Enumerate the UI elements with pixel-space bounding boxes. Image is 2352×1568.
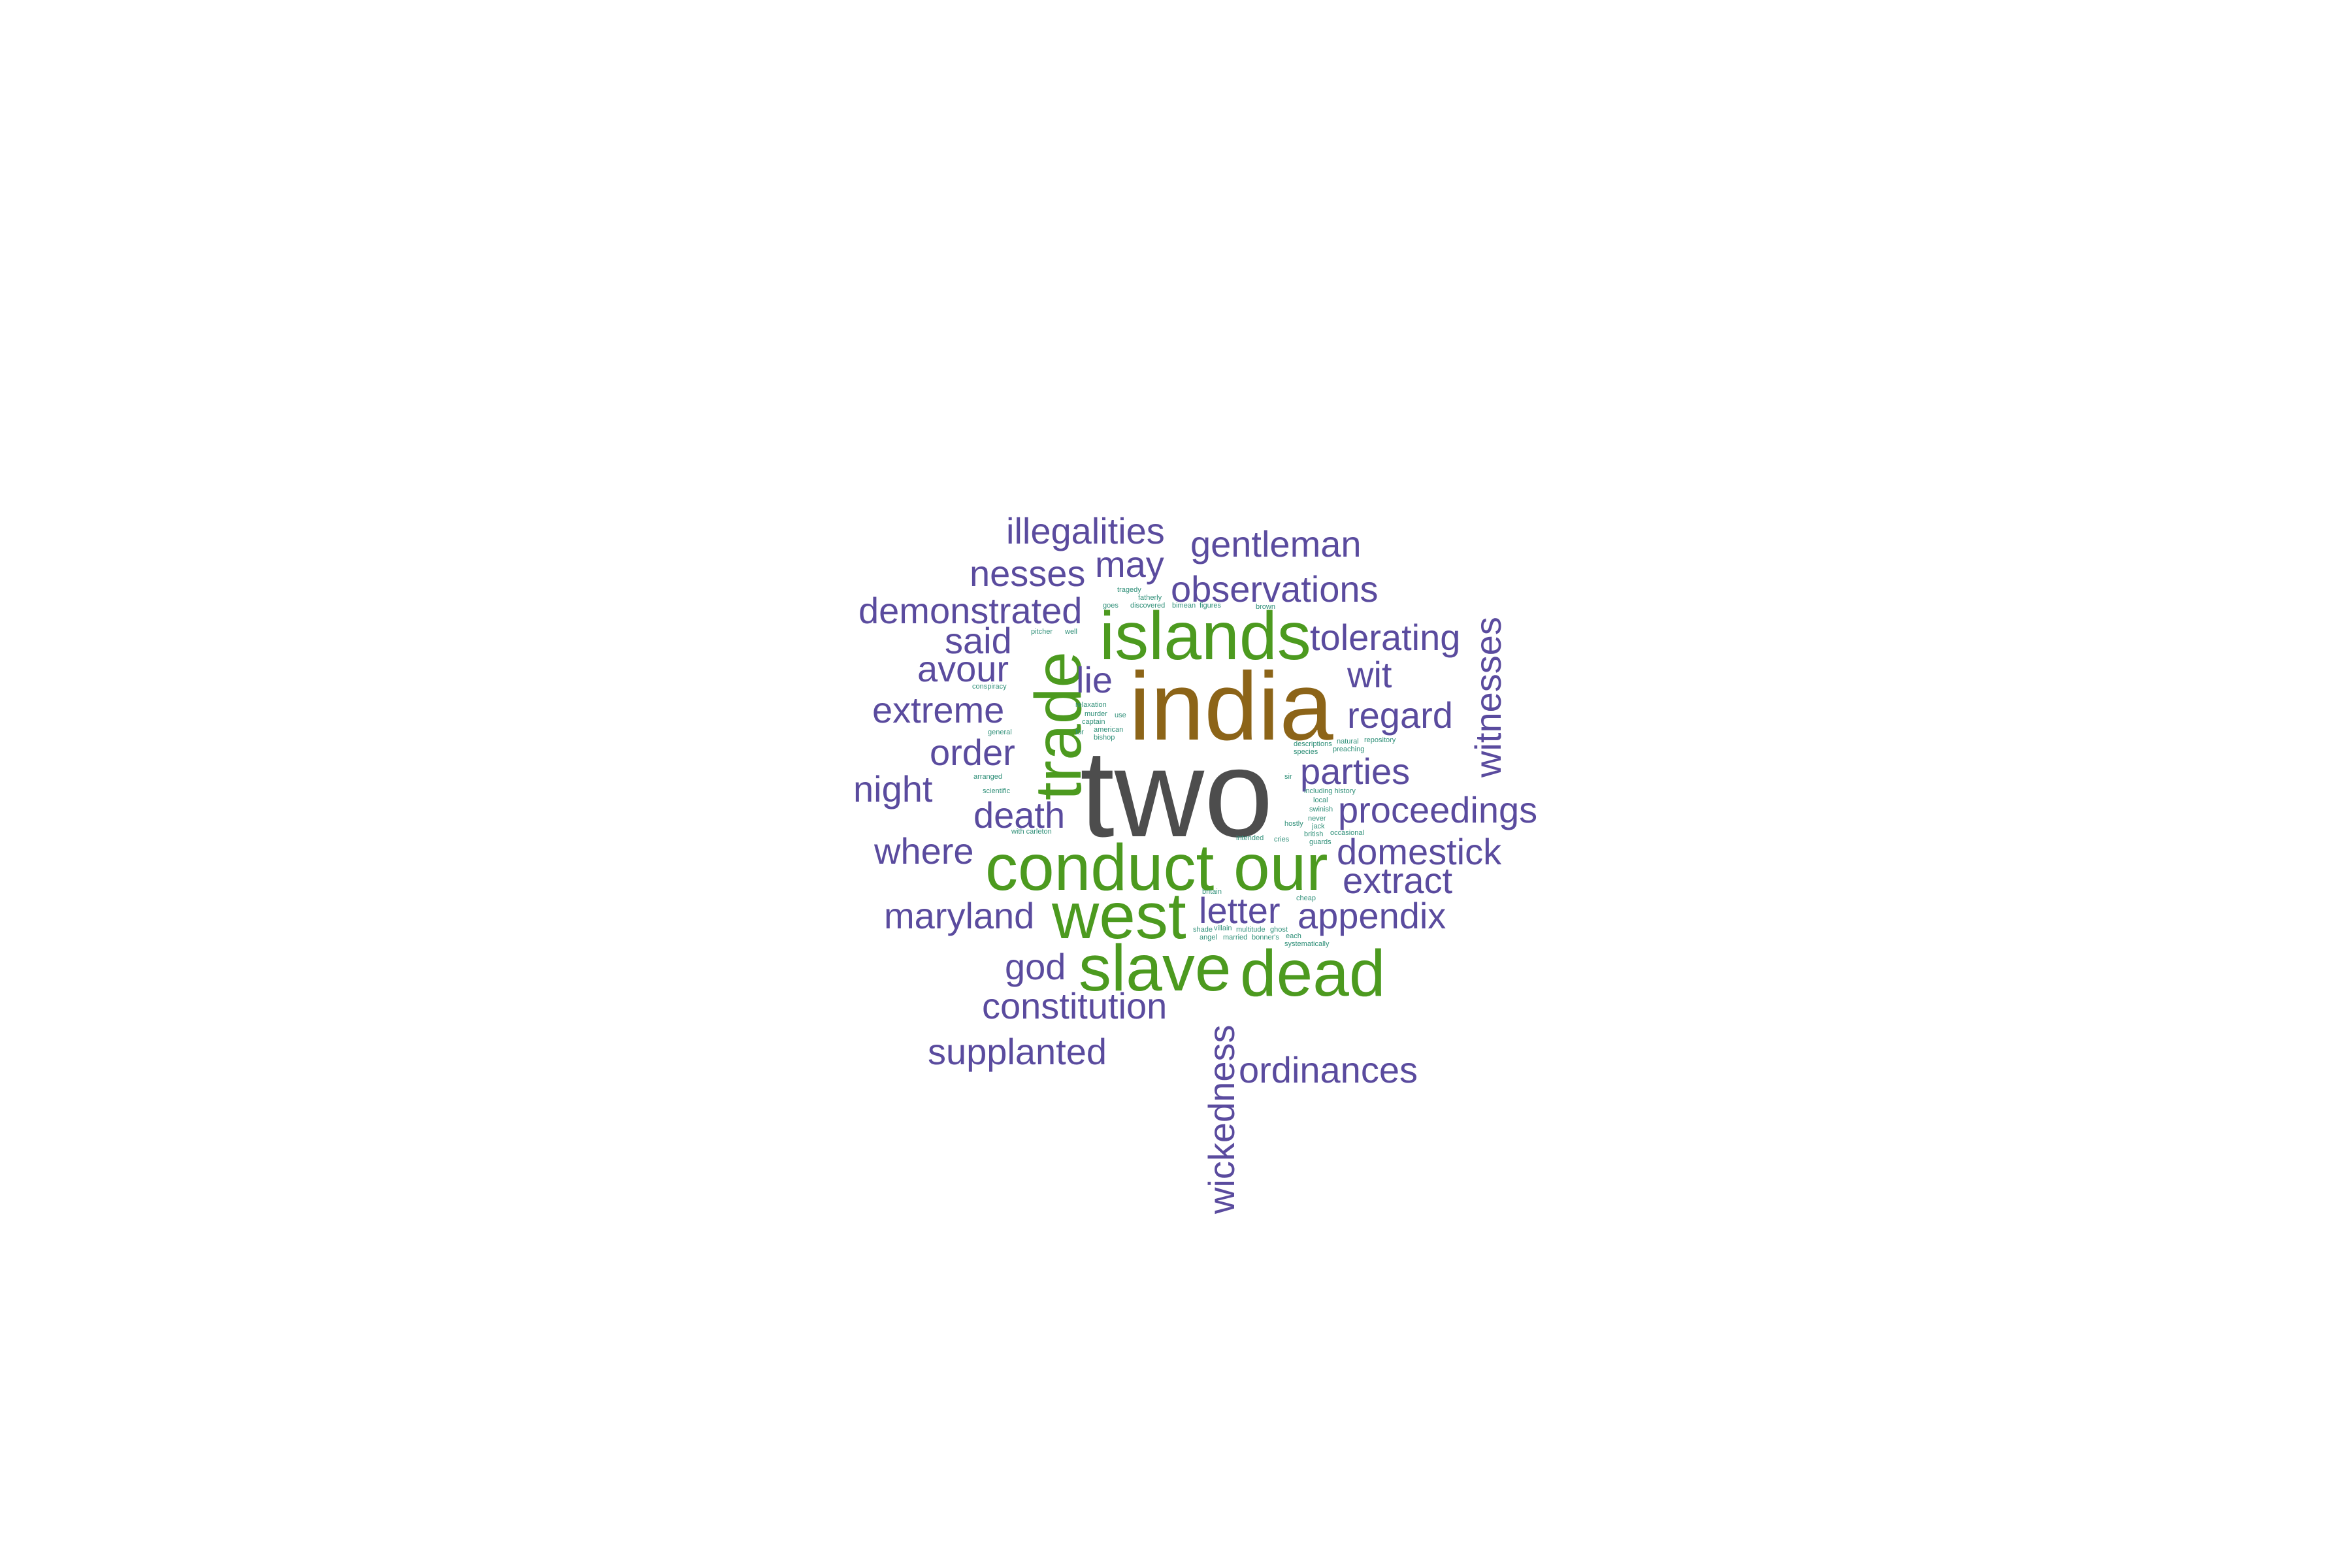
word-tragedy: tragedy <box>1117 586 1141 594</box>
word-married: married <box>1223 934 1248 941</box>
word-proceedings: proceedings <box>1338 789 1538 830</box>
word-extract: extract <box>1343 860 1453 901</box>
word-constitution: constitution <box>982 985 1168 1026</box>
word-british: british <box>1304 830 1324 838</box>
word-species: species <box>1294 748 1318 756</box>
word-domestick: domestick <box>1337 831 1502 872</box>
word-letter: letter <box>1199 890 1281 931</box>
word-nesses: nesses <box>970 553 1086 594</box>
word-said: said <box>945 620 1012 661</box>
word-fatherly: fatherly <box>1138 594 1162 602</box>
word-cries: cries <box>1274 836 1290 843</box>
word-pitcher: pitcher <box>1031 628 1053 636</box>
word-guards: guards <box>1309 838 1331 846</box>
word-occasional: occasional <box>1330 829 1364 837</box>
word-where: where <box>874 830 974 872</box>
word-bimean: bimean <box>1172 602 1196 610</box>
word-villain: villain <box>1214 924 1232 932</box>
word-wit: wit <box>1347 654 1392 695</box>
word-night: night <box>853 768 933 809</box>
word-may: may <box>1095 544 1164 585</box>
word-islands: islands <box>1100 598 1311 674</box>
word-slave: slave <box>1079 932 1232 1005</box>
word-order: order <box>930 732 1015 773</box>
word-ghost: ghost <box>1270 926 1288 934</box>
word-our: our <box>1233 831 1328 904</box>
word-general: general <box>988 728 1012 736</box>
word-death: death <box>973 794 1066 836</box>
word-witnesses: witnesses <box>1467 617 1509 777</box>
word-lie: lie <box>1076 659 1113 700</box>
word-captain: captain <box>1082 718 1105 726</box>
word-tolerating: tolerating <box>1310 617 1461 658</box>
word-descriptions: descriptions <box>1294 740 1332 748</box>
word-goes: goes <box>1103 602 1119 610</box>
word-systematically: systematically <box>1284 940 1330 948</box>
word-bonners: bonner's <box>1252 934 1279 941</box>
word-two: two <box>1080 725 1273 863</box>
word-parties: parties <box>1300 751 1411 792</box>
word-shade: shade <box>1193 926 1213 934</box>
word-each: each <box>1286 932 1301 940</box>
word-britain: britain <box>1202 888 1222 896</box>
word-india: india <box>1129 653 1333 760</box>
word-illegalities: illegalities <box>1006 510 1165 551</box>
word-bishop: bishop <box>1094 734 1115 742</box>
word-repository: repository <box>1364 736 1396 744</box>
word-gentleman: gentleman <box>1190 523 1362 564</box>
word-god: god <box>1005 946 1066 987</box>
word-swinish: swinish <box>1309 806 1333 813</box>
word-brown: brown <box>1256 603 1275 611</box>
word-discovered: discovered <box>1130 602 1166 610</box>
word-supplanted: supplanted <box>928 1031 1107 1072</box>
word-wickedness: wickedness <box>1201 1024 1242 1214</box>
word-murder: murder <box>1085 710 1107 718</box>
word-avour: avour <box>917 648 1009 689</box>
word-well: well <box>1065 628 1077 636</box>
word-sir: sir <box>1284 773 1292 781</box>
word-conspiracy: conspiracy <box>972 683 1007 691</box>
word-multitude: multitude <box>1236 926 1266 934</box>
word-scientific: scientific <box>983 787 1011 795</box>
word-american: american <box>1094 726 1124 734</box>
word-relaxation: relaxation <box>1075 701 1107 709</box>
word-jack: jack <box>1312 823 1325 830</box>
word-local: local <box>1313 796 1328 804</box>
word-intended: intended <box>1236 834 1264 842</box>
word-hostly: hostly <box>1284 820 1303 828</box>
word-dead: dead <box>1240 937 1386 1010</box>
word-maryland: maryland <box>884 895 1035 936</box>
word-never: never <box>1308 815 1326 823</box>
word-natural: natural <box>1337 738 1359 745</box>
word-extreme: extreme <box>872 689 1005 730</box>
word-cheap: cheap <box>1296 894 1316 902</box>
word-angel: angel <box>1200 934 1217 941</box>
word-preaching: preaching <box>1333 745 1365 753</box>
word-demonstrated: demonstrated <box>858 590 1083 631</box>
word-for: for <box>1075 728 1084 736</box>
word-with-carleton: with carleton <box>1011 828 1052 836</box>
word-observations: observations <box>1171 568 1379 610</box>
word-regard: regard <box>1347 694 1453 736</box>
word-use: use <box>1115 711 1126 719</box>
word-arranged: arranged <box>973 773 1003 781</box>
word-west: west <box>1052 879 1186 953</box>
word-conduct: conduct <box>985 831 1215 904</box>
word-figures: figures <box>1200 602 1222 610</box>
word-including-history: including history <box>1304 787 1356 795</box>
word-ordinances: ordinances <box>1239 1049 1418 1090</box>
word-appendix: appendix <box>1298 895 1446 936</box>
